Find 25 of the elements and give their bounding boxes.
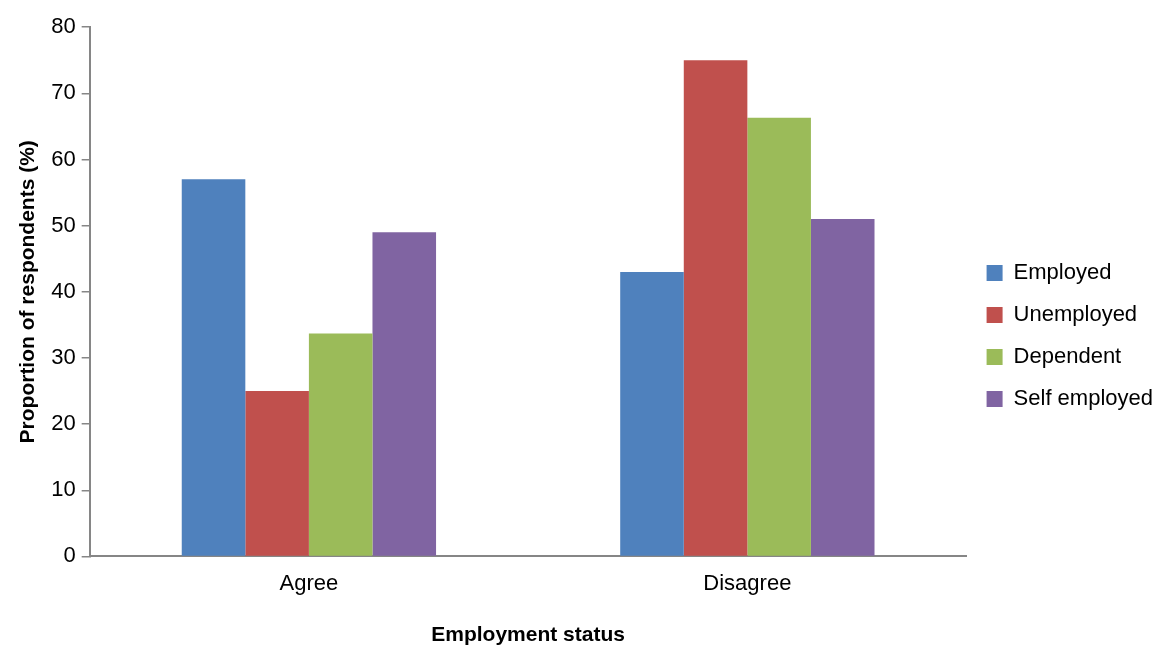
y-tick-label: 60 [51,145,76,171]
x-tick-label: Disagree [703,569,792,595]
legend-label: Dependent [1013,343,1122,369]
bar [683,60,748,556]
legend-label: Employed [1013,259,1112,285]
bar [747,117,811,556]
bar [620,271,684,556]
legend-label: Unemployed [1013,301,1138,327]
legend-label: Self employed [1013,385,1154,411]
y-tick-label: 10 [51,476,76,502]
bar [181,179,246,556]
bar [245,391,309,556]
y-tick-label: 80 [51,13,76,39]
y-tick-label: 70 [51,79,76,105]
y-tick-label: 30 [51,344,76,370]
y-axis-title: Proportion of respondents (%) [15,140,39,444]
x-tick-label: Agree [279,569,339,595]
y-tick-label: 0 [63,542,76,568]
y-tick-label: 20 [51,410,76,436]
y-tick-label: 40 [51,277,76,303]
bar [810,219,875,556]
bar [372,232,437,556]
bar [308,333,373,556]
y-tick-label: 50 [51,211,76,237]
x-axis-title: Employment status [431,622,625,646]
